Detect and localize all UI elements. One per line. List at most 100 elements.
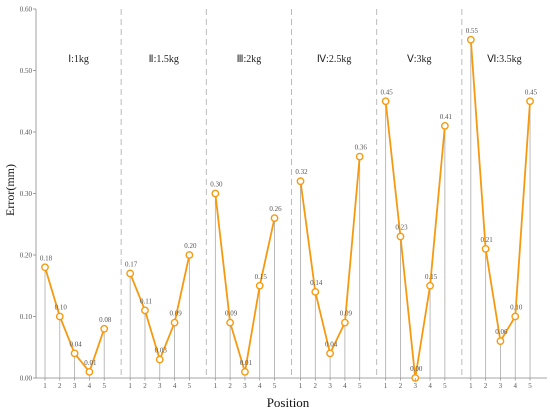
- data-label: 0.20: [184, 242, 197, 250]
- x-tick-label: 3: [499, 382, 503, 390]
- data-point: [440, 121, 449, 130]
- data-label: 0.01: [84, 359, 97, 367]
- y-axis: 0.00 0.10 0.20 0.30 0.40 0.50 0.60: [20, 6, 36, 383]
- data-point: [526, 97, 534, 106]
- data-point: [396, 232, 405, 241]
- data-point: [41, 263, 49, 272]
- x-tick-label: 1: [214, 382, 218, 390]
- group-label: Ⅲ:2kg: [237, 54, 262, 65]
- x-tick-label: 4: [428, 382, 432, 390]
- x-tick-label: 4: [173, 382, 177, 390]
- data-label: 0.06: [495, 328, 508, 336]
- x-tick-label: 1: [469, 382, 473, 390]
- y-tick-label: 0.40: [20, 129, 33, 137]
- group-label: Ⅰ:1kg: [68, 54, 89, 65]
- group-5: Ⅴ:3kg 0.45 1 0.23 2 0.00 3 0.15 4 0.41 5: [381, 54, 453, 390]
- x-tick-label: 1: [299, 382, 303, 390]
- y-tick-label: 0.30: [20, 190, 33, 198]
- data-label: 0.30: [210, 181, 223, 189]
- data-label: 0.10: [510, 304, 523, 312]
- x-tick-label: 2: [399, 382, 403, 390]
- series-line: [129, 254, 191, 361]
- data-point: [311, 287, 320, 296]
- data-label: 0.21: [481, 236, 494, 244]
- x-tick-label: 5: [188, 382, 192, 390]
- x-tick-label: 5: [102, 382, 106, 390]
- data-point: [511, 312, 520, 321]
- series-line: [214, 193, 276, 373]
- data-label: 0.14: [310, 279, 323, 287]
- group-label: Ⅳ:2.5kg: [317, 54, 352, 65]
- x-tick-label: 1: [43, 382, 47, 390]
- y-tick-label: 0.00: [20, 375, 33, 383]
- data-label: 0.04: [325, 340, 338, 348]
- data-point: [296, 177, 305, 186]
- data-point: [426, 281, 434, 290]
- data-label: 0.01: [240, 359, 253, 367]
- data-point: [85, 367, 94, 376]
- x-tick-label: 2: [228, 382, 232, 390]
- data-label: 0.45: [525, 88, 538, 96]
- x-tick-label: 3: [414, 382, 418, 390]
- data-point: [70, 349, 79, 358]
- data-label: 0.36: [355, 144, 368, 152]
- group-1: Ⅰ:1kg 0.18 1 0.10 2 0.04 3 0.01 4 0.08 5: [40, 54, 112, 390]
- data-label: 0.23: [395, 224, 408, 232]
- x-tick-label: 2: [484, 382, 488, 390]
- x-tick-label: 5: [358, 382, 362, 390]
- x-tick-label: 4: [513, 382, 517, 390]
- data-label: 0.09: [340, 310, 353, 318]
- x-tick-label: 3: [243, 382, 247, 390]
- data-point: [481, 244, 490, 253]
- group-series: Ⅰ:1kg 0.18 1 0.10 2 0.04 3 0.01 4 0.08 5 Ⅱ:1.5kg 0.1…: [40, 27, 538, 390]
- data-point: [340, 318, 349, 327]
- x-tick-label: 5: [273, 382, 277, 390]
- data-point: [170, 318, 179, 327]
- x-tick-label: 3: [328, 382, 332, 390]
- data-point: [126, 269, 135, 278]
- x-tick-label: 4: [88, 382, 92, 390]
- group-dividers: [120, 9, 463, 378]
- data-label: 0.08: [99, 316, 112, 324]
- y-tick-label: 0.50: [20, 67, 33, 75]
- data-label: 0.09: [225, 310, 238, 318]
- data-point: [241, 367, 249, 376]
- data-point: [185, 251, 194, 259]
- data-point: [211, 189, 220, 198]
- data-label: 0.04: [69, 340, 82, 348]
- data-point: [226, 318, 235, 327]
- series-line: [384, 101, 446, 379]
- x-tick-label: 5: [443, 382, 447, 390]
- data-point: [155, 355, 164, 364]
- data-label: 0.45: [381, 88, 394, 96]
- data-label: 0.17: [125, 260, 138, 268]
- x-tick-label: 4: [258, 382, 262, 390]
- data-point: [496, 337, 505, 345]
- x-tick-label: 2: [58, 382, 62, 390]
- x-tick-label: 3: [158, 382, 162, 390]
- data-label: 0.00: [410, 365, 423, 373]
- data-point: [466, 35, 475, 44]
- data-point: [255, 281, 264, 290]
- data-label: 0.41: [440, 113, 453, 121]
- group-label: Ⅱ:1.5kg: [149, 54, 179, 65]
- group-label: Ⅵ:3.5kg: [487, 54, 522, 65]
- x-tick-label: 2: [143, 382, 147, 390]
- data-label: 0.15: [425, 273, 438, 281]
- y-tick-label: 0.20: [20, 252, 33, 260]
- data-label: 0.55: [466, 27, 479, 35]
- data-label: 0.09: [169, 310, 182, 318]
- x-tick-label: 5: [528, 382, 532, 390]
- data-point: [355, 152, 364, 161]
- series-line: [299, 156, 361, 355]
- data-point: [326, 349, 334, 358]
- y-axis-title: Error(mm): [3, 164, 17, 216]
- group-2: Ⅱ:1.5kg 0.17 1 0.11 2 0.03 3 0.09 4 0.20 5: [125, 54, 197, 390]
- y-tick-label: 0.60: [20, 6, 33, 14]
- x-tick-label: 1: [384, 382, 388, 390]
- x-tick-label: 1: [128, 382, 132, 390]
- series-line: [469, 39, 531, 343]
- data-label: 0.15: [255, 273, 268, 281]
- data-label: 0.18: [40, 254, 53, 262]
